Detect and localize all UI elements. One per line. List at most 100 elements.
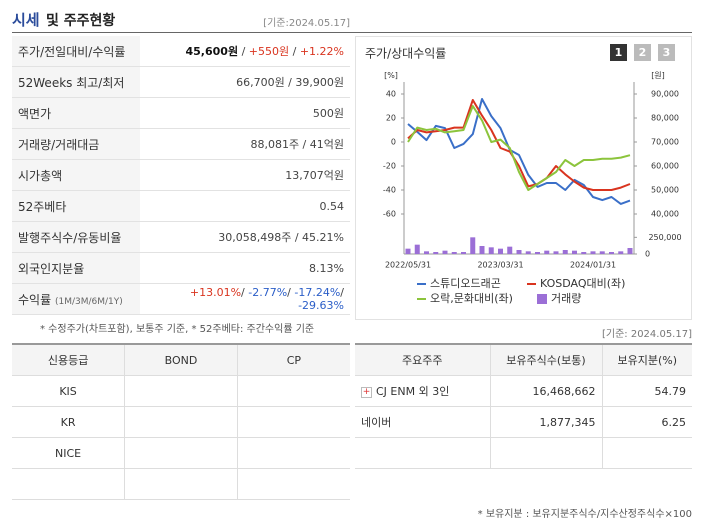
value-cell: 88,081주 / 41억원: [140, 128, 350, 160]
label: 주가/전일대비/수익률: [18, 44, 126, 59]
x-tick-label: 2023/03/31: [477, 261, 523, 270]
cell: [236, 406, 350, 438]
volume-bar: [562, 250, 568, 254]
value-cell: 45,600원 / +550원 / +1.22%: [140, 36, 350, 67]
holder-name: 네이버: [355, 406, 490, 438]
y-tick-label: -40: [383, 186, 396, 195]
y2-tick-label: 40,000: [651, 210, 679, 219]
legend-label: 오락,문화대비(좌): [430, 292, 513, 305]
header-cell: 주요주주: [355, 343, 490, 376]
cell: [124, 468, 238, 500]
value-cell: 66,700원 / 39,900원: [140, 66, 350, 98]
sublabel: (1M/3M/6M/1Y): [54, 296, 123, 307]
label-cell: 주가/전일대비/수익률: [12, 36, 140, 67]
row: 액면가 500원: [12, 97, 350, 129]
tab-button[interactable]: [634, 44, 651, 61]
value: /: [238, 45, 249, 58]
volume-bar: [516, 250, 522, 254]
volume-bar: [488, 247, 494, 254]
cell: [236, 468, 350, 500]
cell: [124, 406, 238, 438]
value: +13.01%: [189, 286, 242, 299]
label-cell: 수익률 (1M/3M/6M/1Y): [12, 283, 140, 315]
cell: [124, 375, 238, 407]
label: 시가총액: [18, 168, 63, 183]
volume-bar: [590, 251, 596, 254]
value: 13,707억원: [285, 169, 344, 182]
value: -29.63%: [298, 299, 344, 312]
tab-button[interactable]: [658, 44, 675, 61]
value: /: [340, 286, 344, 299]
row: 52Weeks 최고/최저 66,700원 / 39,900원: [12, 66, 350, 98]
label-cell: 52Weeks 최고/최저: [12, 66, 140, 98]
value-cell: 30,058,498주 / 45.21%: [140, 221, 350, 253]
cell: [489, 437, 602, 469]
holder-cell[interactable]: + CJ ENM 외 3인: [355, 375, 490, 407]
volume-bar: [627, 248, 633, 254]
tab-label: 2: [639, 46, 647, 59]
y2-unit: [원]: [651, 71, 665, 80]
tab-button[interactable]: [610, 44, 627, 61]
note: * 보유지분 : 보유지분주식수/지수산정주식수×100: [477, 509, 692, 520]
holder-name[interactable]: CJ ENM 외 3인: [376, 385, 450, 398]
label-cell: 52주베타: [12, 190, 140, 222]
value: 0.54: [319, 199, 345, 213]
row: 거래량/거래대금 88,081주 / 41억원: [12, 128, 350, 160]
y-tick-label: 20: [386, 114, 396, 123]
volume-bar: [599, 251, 605, 254]
shares: 16,468,662: [489, 375, 602, 407]
value: +1.22%: [299, 45, 344, 58]
volume-bar: [461, 252, 466, 254]
x-tick-label: 2022/05/31: [385, 261, 431, 270]
legend-label: 스튜디오드래곤: [430, 277, 501, 290]
value-cell: 500원: [140, 97, 350, 129]
cell: [601, 437, 692, 469]
header-cell: CP: [236, 343, 350, 376]
label-cell: 거래량/거래대금: [12, 128, 140, 160]
note: * 수정주가(차트포함), 보통주 기준, * 52주베타: 주간수익률 기준: [40, 324, 315, 335]
label-cell: 액면가: [12, 97, 140, 129]
chart: 주가/상대수익률 1 2 3 [%] [원] 40 20 0 -20 -40 -60 90,000 80…: [355, 36, 692, 320]
value: 30,058,498주 / 45.21%: [218, 231, 344, 244]
expand-icon[interactable]: +: [361, 386, 372, 398]
row: 시가총액 13,707억원: [12, 159, 350, 191]
agency: KIS: [12, 375, 125, 407]
value: 500원: [312, 107, 344, 120]
label-cell: 시가총액: [12, 159, 140, 191]
rating-table: 신용등급 BOND CP KIS KR NICE: [12, 343, 350, 500]
legend-label: 거래량: [551, 292, 581, 305]
divider: [12, 32, 692, 33]
quote-table: 주가/전일대비/수익률 45,600원 / +550원 / +1.22% 52Wee…: [12, 36, 350, 315]
volume-bar: [470, 237, 476, 254]
volume-tick-label: 0: [645, 250, 650, 259]
cell: [12, 468, 125, 500]
label: 수익률: [18, 292, 52, 307]
volume-bar: [451, 252, 457, 254]
volume-bar: [572, 250, 577, 254]
base-date: [기준: 2024.05.17]: [601, 329, 692, 340]
volume-bar: [424, 251, 429, 254]
y-tick-label: 40: [386, 90, 396, 99]
header-cell: BOND: [124, 343, 238, 376]
series-line: [407, 105, 631, 191]
row: 수익률 (1M/3M/6M/1Y) +13.01%/ -2.77%/ -17.24…: [12, 283, 350, 315]
x-tick-label: 2024/01/31: [570, 261, 616, 270]
label-cell: 발행주식수/유동비율: [12, 221, 140, 253]
value: -17.24%: [294, 286, 341, 299]
label: 52Weeks 최고/최저: [18, 75, 125, 90]
header-cell: 보유지분(%): [601, 343, 692, 376]
y-unit: [%]: [384, 71, 398, 80]
volume-bar: [609, 252, 614, 254]
series-line: [407, 99, 631, 191]
y-tick-label: 0: [391, 138, 396, 147]
value: 45,600원: [185, 45, 239, 58]
value-cell: 8.13%: [140, 252, 350, 284]
value: /: [241, 286, 249, 299]
value-cell: +13.01%/ -2.77%/ -17.24%/ -29.63%: [140, 283, 350, 315]
value: -2.77%: [248, 286, 288, 299]
label: 거래량/거래대금: [18, 137, 100, 152]
y2-tick-label: 90,000: [651, 90, 679, 99]
row: 발행주식수/유동비율 30,058,498주 / 45.21%: [12, 221, 350, 253]
value: 88,081주 / 41억원: [250, 138, 344, 151]
